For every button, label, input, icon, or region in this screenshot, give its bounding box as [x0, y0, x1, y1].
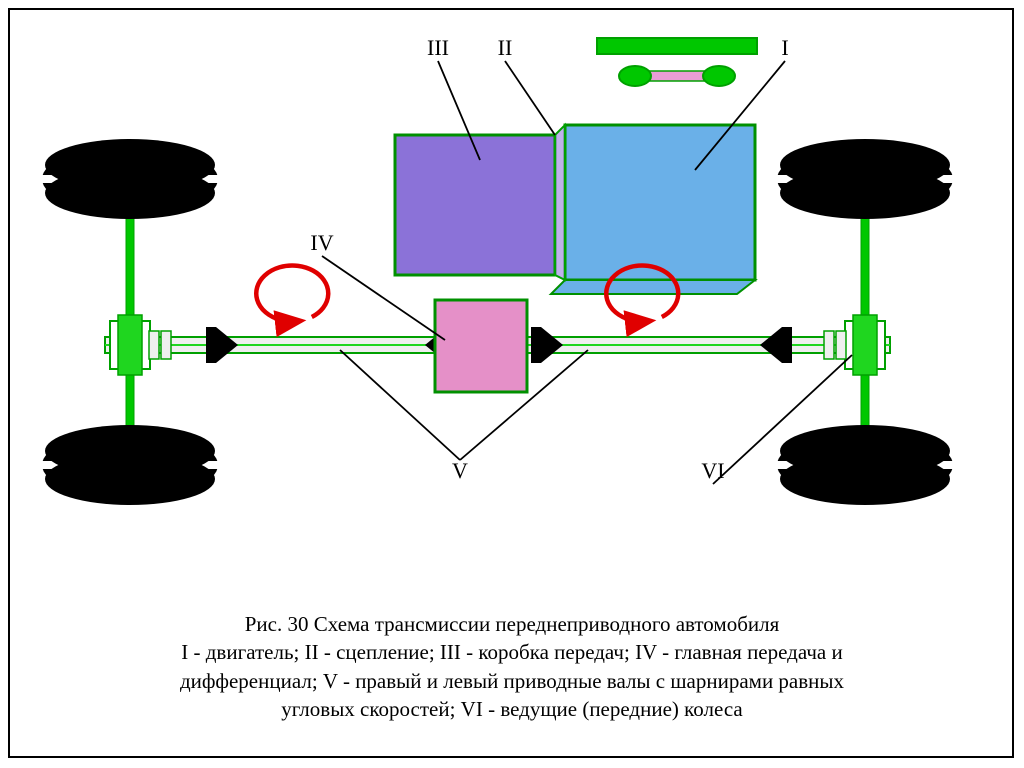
- caption-line-2: I - двигатель; II - сцепление; III - кор…: [0, 638, 1024, 666]
- caption-line-3: дифференциал; V - правый и левый приводн…: [0, 667, 1024, 695]
- caption-line-4: угловых скоростей; VI - ведущие (передни…: [0, 695, 1024, 723]
- figure-caption: Рис. 30 Схема трансмиссии переднеприводн…: [0, 610, 1024, 723]
- caption-line-1: Рис. 30 Схема трансмиссии переднеприводн…: [0, 610, 1024, 638]
